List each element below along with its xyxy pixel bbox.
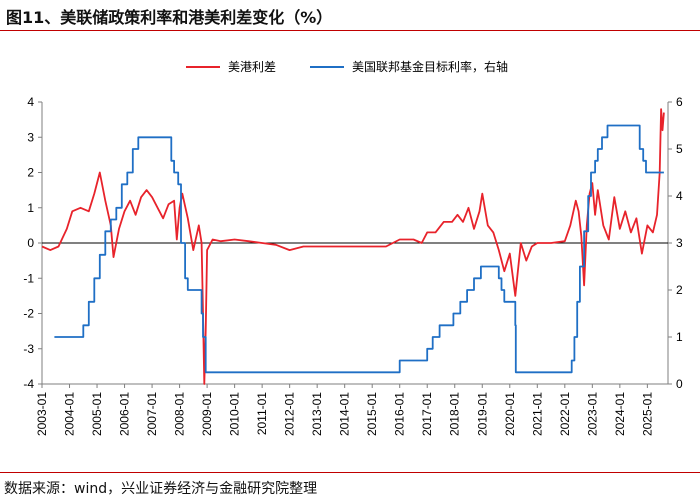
series-line-spread — [41, 108, 665, 385]
left-tick-label: -1 — [23, 271, 34, 285]
x-tick-label: 2010-01 — [228, 392, 242, 436]
x-tick-label: 2005-01 — [90, 392, 104, 436]
right-tick-label: 2 — [676, 283, 683, 297]
x-tick-label: 2006-01 — [118, 392, 132, 436]
x-tick-label: 2020-01 — [503, 392, 517, 436]
series-layer — [41, 108, 665, 385]
title-bar: 图11、美联储政策利率和港美利差变化（%） — [0, 0, 700, 30]
legend: 美港利差 美国联邦基金目标利率，右轴 — [186, 59, 508, 74]
source-note: 数据来源：wind，兴业证券经济与金融研究院整理 — [4, 481, 318, 497]
line-chart: 4 3 2 1 0 -1 -2 -3 -4 6 5 4 3 2 1 0 2003-01 2004-01 2005-0… — [23, 59, 683, 436]
left-tick-label: -4 — [23, 377, 34, 391]
x-tick-label: 2024-01 — [613, 392, 627, 436]
x-tick-label: 2009-01 — [200, 392, 214, 436]
axis-layer: 4 3 2 1 0 -1 -2 -3 -4 6 5 4 3 2 1 0 2003-01 2004-01 2005-0… — [23, 95, 683, 436]
left-tick-label: 1 — [27, 201, 34, 215]
x-tick-label: 2017-01 — [420, 392, 434, 436]
x-tick-label: 2015-01 — [365, 392, 379, 436]
x-tick-label: 2012-01 — [283, 392, 297, 436]
right-tick-label: 6 — [676, 95, 683, 109]
x-tick-label: 2007-01 — [145, 392, 159, 436]
x-tick-label: 2008-01 — [173, 392, 187, 436]
x-tick-label: 2023-01 — [585, 392, 599, 436]
x-tick-label: 2013-01 — [310, 392, 324, 436]
x-tick-label: 2025-01 — [640, 392, 654, 436]
left-tick-label: 2 — [27, 166, 34, 180]
legend-label-fed-rate: 美国联邦基金目标利率，右轴 — [352, 59, 508, 74]
legend-label-spread: 美港利差 — [228, 60, 276, 74]
title-divider — [0, 30, 700, 31]
x-tick-label: 2003-01 — [35, 392, 49, 436]
right-tick-label: 3 — [676, 236, 683, 250]
x-tick-label: 2018-01 — [448, 392, 462, 436]
left-tick-label: -3 — [23, 342, 34, 356]
right-tick-label: 4 — [676, 189, 683, 203]
x-tick-label: 2016-01 — [393, 392, 407, 436]
left-tick-label: 3 — [27, 130, 34, 144]
right-tick-label: 5 — [676, 142, 683, 156]
left-tick-label: 4 — [27, 95, 34, 109]
right-tick-label: 0 — [676, 377, 683, 391]
series-line-fed-rate — [54, 124, 664, 374]
x-tick-label: 2021-01 — [530, 392, 544, 436]
left-tick-label: 0 — [27, 236, 34, 250]
x-tick-label: 2022-01 — [558, 392, 572, 436]
footer-divider — [0, 472, 700, 473]
left-tick-label: -2 — [23, 307, 34, 321]
x-tick-label: 2014-01 — [338, 392, 352, 436]
x-tick-label: 2019-01 — [475, 392, 489, 436]
x-tick-label: 2011-01 — [255, 392, 269, 435]
chart-title: 图11、美联储政策利率和港美利差变化（%） — [6, 8, 333, 27]
x-tick-label: 2004-01 — [63, 392, 77, 436]
right-tick-label: 1 — [676, 330, 683, 344]
